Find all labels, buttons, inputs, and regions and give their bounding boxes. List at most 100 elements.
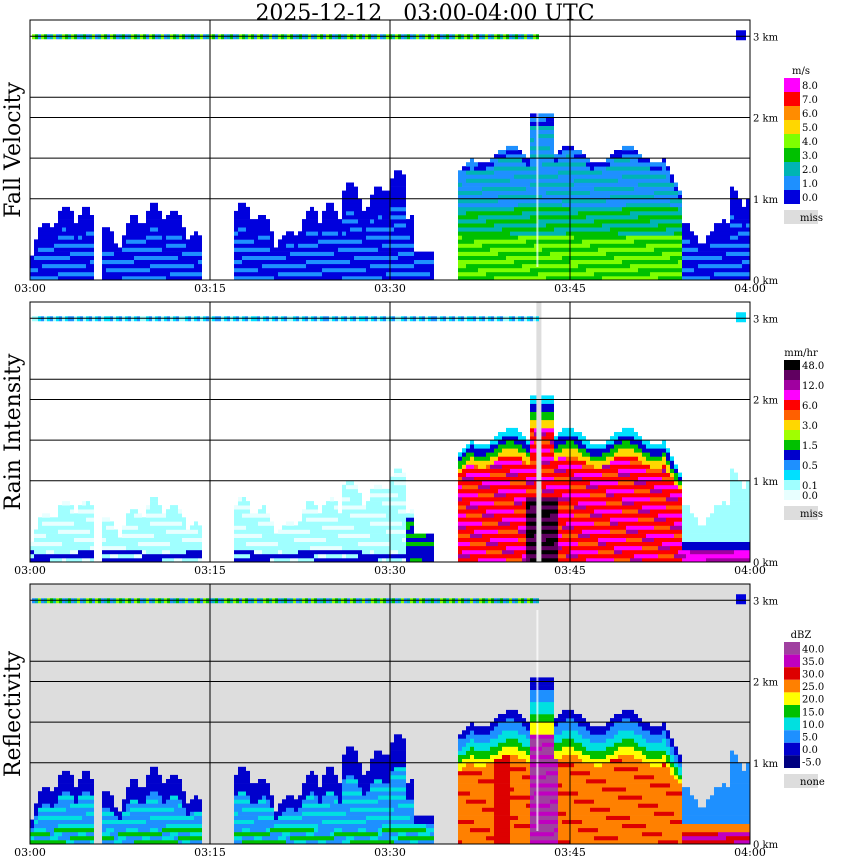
field-cell bbox=[350, 202, 354, 208]
field-cell bbox=[138, 239, 142, 244]
field-cell bbox=[582, 231, 586, 236]
field-cell bbox=[158, 259, 162, 265]
field-cell bbox=[346, 186, 350, 191]
field-cell bbox=[726, 243, 730, 248]
field-cell bbox=[146, 521, 150, 526]
field-cell bbox=[478, 186, 482, 191]
field-cell bbox=[158, 210, 162, 216]
field-cell bbox=[486, 255, 490, 260]
field-cell bbox=[198, 541, 202, 547]
field-cell bbox=[458, 194, 462, 200]
field-cell bbox=[190, 255, 194, 260]
field-cell bbox=[566, 186, 570, 191]
field-cell bbox=[174, 275, 178, 281]
field-cell bbox=[390, 497, 394, 502]
field-cell bbox=[538, 129, 542, 135]
field-cell bbox=[622, 154, 626, 159]
field-cell bbox=[498, 150, 502, 155]
field-cell bbox=[574, 154, 578, 159]
field-cell bbox=[266, 271, 270, 277]
field-cell bbox=[494, 271, 498, 277]
field-cell bbox=[486, 247, 490, 252]
field-cell bbox=[554, 243, 558, 248]
field-cell bbox=[326, 537, 330, 542]
field-cell bbox=[706, 251, 710, 256]
field-cell bbox=[362, 239, 366, 244]
field-cell bbox=[346, 198, 350, 204]
field-cell bbox=[674, 263, 678, 269]
field-cell bbox=[730, 275, 734, 281]
field-cell bbox=[74, 529, 78, 534]
field-cell bbox=[390, 509, 394, 514]
field-cell bbox=[514, 259, 518, 265]
field-cell bbox=[314, 219, 318, 224]
field-cell bbox=[554, 186, 558, 191]
field-cell bbox=[466, 210, 470, 216]
field-cell bbox=[542, 275, 546, 281]
field-cell bbox=[738, 267, 742, 273]
field-cell bbox=[590, 259, 594, 265]
field-cell bbox=[662, 259, 666, 265]
field-cell bbox=[66, 553, 70, 559]
field-cell bbox=[170, 537, 174, 542]
field-cell bbox=[494, 239, 498, 244]
field-cell bbox=[490, 194, 494, 200]
field-cell bbox=[562, 174, 566, 179]
field-cell bbox=[470, 553, 474, 559]
field-cell bbox=[166, 537, 170, 542]
field-cell bbox=[170, 247, 174, 252]
field-cell bbox=[62, 255, 66, 260]
field-cell bbox=[122, 549, 126, 555]
field-cell bbox=[238, 505, 242, 510]
field-cell bbox=[590, 170, 594, 175]
field-cell bbox=[518, 166, 522, 171]
field-cell bbox=[398, 517, 402, 522]
field-cell bbox=[242, 525, 246, 530]
field-cell bbox=[186, 267, 190, 273]
field-cell bbox=[266, 219, 270, 224]
field-cell bbox=[738, 215, 742, 220]
field-cell bbox=[530, 158, 534, 163]
field-cell bbox=[138, 529, 142, 534]
field-cell bbox=[310, 263, 314, 269]
field-cell bbox=[350, 545, 354, 551]
field-cell bbox=[290, 557, 294, 563]
field-cell bbox=[134, 517, 138, 522]
field-cell bbox=[478, 227, 482, 232]
field-cell bbox=[82, 255, 86, 260]
field-cell bbox=[250, 239, 254, 244]
field-cell bbox=[470, 525, 474, 530]
field-cell bbox=[298, 247, 302, 252]
field-cell bbox=[486, 267, 490, 273]
field-cell bbox=[746, 267, 750, 273]
field-cell bbox=[474, 549, 478, 555]
field-cell bbox=[198, 533, 202, 538]
field-cell bbox=[462, 553, 466, 559]
field-cell bbox=[166, 223, 170, 228]
field-cell bbox=[334, 239, 338, 244]
field-cell bbox=[378, 529, 382, 534]
field-cell bbox=[362, 513, 366, 518]
field-cell bbox=[462, 271, 466, 277]
field-cell bbox=[614, 182, 618, 187]
field-cell bbox=[462, 505, 466, 510]
field-cell bbox=[590, 198, 594, 204]
field-cell bbox=[370, 509, 374, 514]
field-cell bbox=[566, 190, 570, 195]
field-cell bbox=[54, 541, 58, 547]
field-cell bbox=[86, 553, 90, 559]
field-cell bbox=[650, 162, 654, 167]
field-cell bbox=[50, 247, 54, 252]
field-cell bbox=[38, 529, 42, 534]
field-cell bbox=[514, 178, 518, 183]
field-cell bbox=[170, 215, 174, 220]
field-cell bbox=[270, 251, 274, 256]
field-cell bbox=[90, 239, 94, 244]
time-tick-label: 04:00 bbox=[734, 282, 766, 295]
field-cell bbox=[330, 255, 334, 260]
field-cell bbox=[550, 210, 554, 216]
field-cell bbox=[662, 231, 666, 236]
field-cell bbox=[738, 263, 742, 269]
field-cell bbox=[382, 541, 386, 547]
field-cell bbox=[614, 239, 618, 244]
